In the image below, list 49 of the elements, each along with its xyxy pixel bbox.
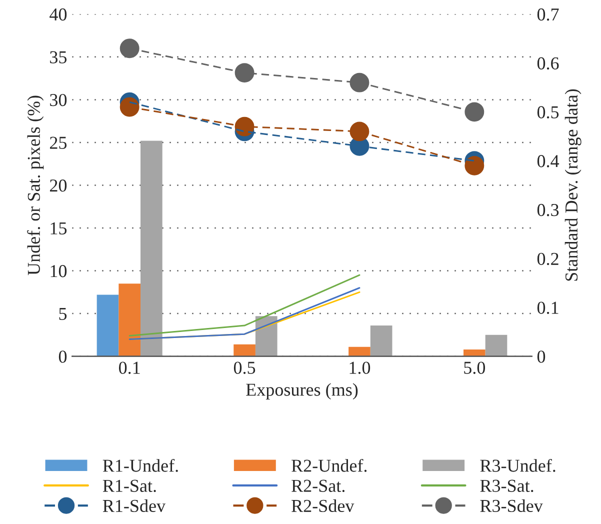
bar xyxy=(463,349,486,356)
legend-label: R1-Undef. xyxy=(102,458,178,472)
x-tick-label: 0.5 xyxy=(234,362,256,374)
x-tick-label: 1.0 xyxy=(350,362,370,374)
bar xyxy=(118,284,141,356)
y-tick-label: 25 xyxy=(50,136,67,149)
y2-tick-label: 0.7 xyxy=(537,8,559,21)
point xyxy=(120,97,140,117)
y2-tick-label: 0.3 xyxy=(537,204,559,216)
bar xyxy=(370,326,392,356)
y-tick-label: 15 xyxy=(50,222,67,234)
y-axis-title: Undef. or Sat. pixels (%) xyxy=(27,96,44,276)
y2-tick-label: 0.1 xyxy=(537,302,558,314)
x-tick-label: 5.0 xyxy=(464,362,486,374)
point xyxy=(120,38,140,58)
bar xyxy=(140,140,162,356)
y-tick-label: 30 xyxy=(50,94,67,106)
x-axis-title: Exposures (ms) xyxy=(246,383,358,400)
y-tick-label: 35 xyxy=(50,51,67,64)
y2-axis-title: Standard Dev. (range data) xyxy=(564,89,582,281)
legend-label: R3-Sdev xyxy=(480,499,543,512)
bar xyxy=(96,294,119,356)
legend-label: R1-Sdev xyxy=(102,499,166,512)
y2-tick-label: 0.6 xyxy=(537,57,559,70)
y2-tick-label: 0.5 xyxy=(537,106,559,118)
y2-tick-label: 0 xyxy=(537,350,546,363)
bar xyxy=(255,316,278,356)
bar xyxy=(348,346,370,356)
point xyxy=(350,122,370,142)
legend-label: R2-Sdev xyxy=(292,499,354,512)
legend-label: R2-Sat. xyxy=(292,480,345,492)
x-tick-label: 0.1 xyxy=(118,362,140,374)
point xyxy=(234,63,254,83)
y-tick-label: 0 xyxy=(58,350,67,363)
y-tick-label: 10 xyxy=(50,265,67,278)
y-tick-label: 40 xyxy=(50,8,67,21)
point xyxy=(464,102,484,122)
y-tick-label: 20 xyxy=(50,179,67,192)
point xyxy=(350,72,370,92)
legend-label: R3-Undef. xyxy=(480,458,556,472)
legend-label: R1-Sat. xyxy=(102,480,156,492)
point xyxy=(464,156,484,176)
y-tick-label: 5 xyxy=(59,308,67,320)
y2-tick-label: 0.4 xyxy=(537,155,560,168)
bar xyxy=(485,334,508,356)
bar xyxy=(234,344,256,356)
legend-label: R2-Undef. xyxy=(292,458,367,472)
legend-label: R3-Sat. xyxy=(480,480,534,492)
y2-tick-label: 0.2 xyxy=(537,252,558,266)
